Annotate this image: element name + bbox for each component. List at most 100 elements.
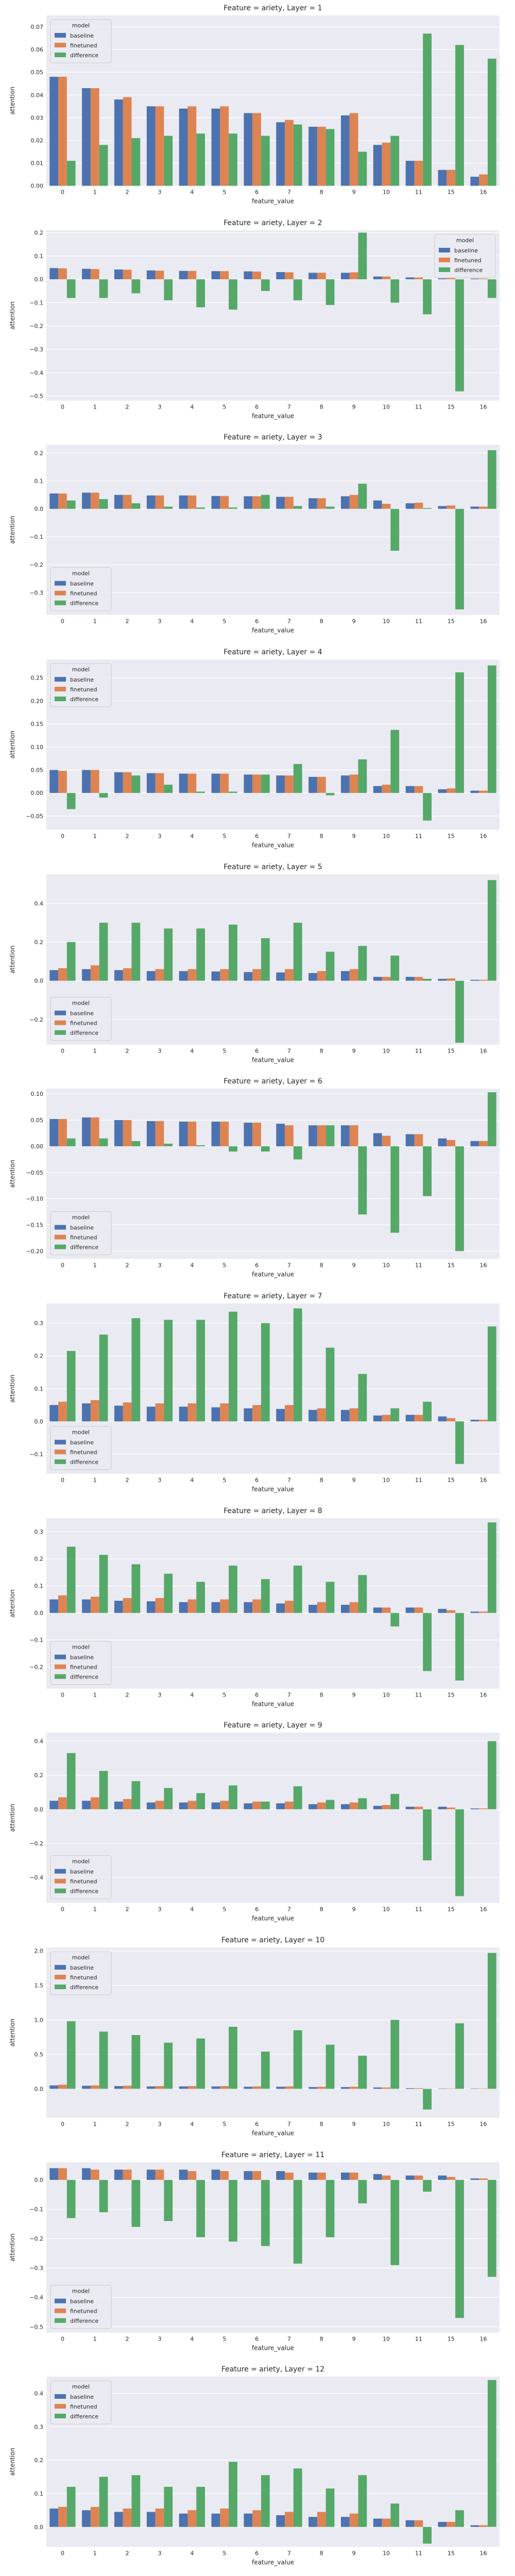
x-tick-label: 6 [255,2335,259,2342]
y-tick-label: −0.05 [26,813,43,820]
bar-baseline-16 [470,1419,479,1421]
y-axis-label: attention [9,1160,16,1188]
bar-baseline-8 [308,1604,317,1613]
x-tick-label: 1 [93,618,97,625]
bar-finetuned-4 [187,1599,197,1613]
bar-baseline-16 [470,1611,479,1613]
bar-baseline-2 [114,269,123,279]
x-tick-label: 3 [158,1691,162,1698]
bar-finetuned-7 [285,969,294,981]
bar-finetuned-2 [123,1598,132,1613]
x-tick-label: 8 [320,403,323,410]
bar-baseline-0 [49,1119,59,1147]
y-tick-label: 0.3 [35,1320,43,1327]
y-axis-label: attention [9,516,16,544]
legend-swatch-finetuned [438,257,450,262]
x-tick-label: 8 [320,189,323,196]
bar-difference-1 [99,922,108,981]
chart-panel: Feature = ariety, Layer = 7 −0.1 0.0 0.1 0.2… [9,1292,500,1493]
y-tick-label: 0.04 [31,92,43,98]
x-tick-label: 2 [126,833,129,840]
x-tick-label: 4 [190,618,194,625]
bar-baseline-5 [211,2169,220,2180]
x-tick-label: 5 [222,1477,226,1484]
bar-finetuned-4 [187,2086,197,2089]
bar-difference-2 [131,138,141,186]
bar-finetuned-8 [317,971,326,981]
bar-baseline-10 [373,145,382,186]
bar-baseline-6 [244,113,253,186]
x-axis-label: feature_value [252,1271,294,1278]
bar-baseline-1 [82,1403,91,1421]
bar-finetuned-5 [220,106,229,186]
bar-finetuned-5 [220,2509,229,2528]
x-tick-label: 10 [383,1906,390,1913]
y-tick-label: −0.2 [29,562,43,568]
y-tick-label: −0.1 [29,534,43,540]
legend-swatch-baseline [55,2394,66,2399]
legend-swatch-finetuned [55,2404,66,2409]
bar-finetuned-16 [479,2525,488,2528]
y-tick-label: 0.15 [31,721,43,727]
x-tick-label: 2 [126,1906,129,1913]
legend-entry-finetuned: finetuned [70,2308,97,2314]
bar-difference-4 [196,133,205,186]
bar-difference-10 [390,279,400,303]
bar-baseline-1 [82,1117,91,1147]
bar-finetuned-5 [220,1599,229,1613]
bar-difference-6 [261,495,270,509]
bar-difference-11 [423,508,432,510]
chart-panel: Feature = ariety, Layer = 5 −0.2 0.0 0.2 0.4… [9,863,500,1063]
x-tick-label: 16 [480,1262,487,1269]
x-tick-label: 3 [158,1262,162,1269]
bar-baseline-7 [276,497,285,510]
bar-finetuned-1 [90,1400,99,1421]
bar-baseline-3 [146,2169,156,2180]
bar-difference-8 [325,793,335,795]
legend-box [50,1211,112,1256]
bar-baseline-9 [340,775,350,793]
bar-difference-4 [196,507,205,510]
bar-difference-15 [455,1146,464,1251]
x-tick-label: 3 [158,2550,162,2557]
x-tick-label: 9 [352,1262,356,1269]
y-tick-label: 0.4 [35,900,43,907]
bar-baseline-9 [340,2517,350,2528]
y-tick-label: 0.00 [31,1143,43,1150]
x-tick-label: 6 [255,189,259,196]
bar-baseline-10 [373,1415,382,1421]
x-tick-label: 2 [126,1477,129,1484]
bar-finetuned-2 [123,2169,132,2180]
bar-difference-5 [229,279,237,310]
chart-panel: Feature = ariety, Layer = 9 −0.4 −0.2 0.0 0.… [9,1721,500,1922]
bar-difference-5 [229,1146,237,1152]
bar-difference-1 [99,2179,108,2212]
legend-entry-finetuned: finetuned [70,1974,97,1981]
bar-difference-8 [325,951,335,981]
chart-panel: Feature = ariety, Layer = 11 −0.5 −0.4 −0.3… [9,2151,500,2351]
y-axis-label: attention [9,1589,16,1618]
bar-difference-4 [196,1145,205,1147]
bar-baseline-7 [276,2515,285,2528]
bar-finetuned-2 [123,1402,132,1421]
bar-difference-3 [164,1319,173,1421]
bar-finetuned-9 [349,495,358,509]
bar-difference-5 [229,507,237,510]
legend-entry-difference: difference [70,2413,98,2420]
bar-finetuned-15 [447,2177,456,2180]
bar-baseline-16 [470,278,479,279]
x-tick-label: 1 [93,2335,97,2342]
bar-finetuned-10 [382,1136,391,1147]
bar-baseline-11 [405,277,415,279]
bar-baseline-2 [114,1405,123,1421]
legend-swatch-finetuned [55,1974,66,1979]
bar-baseline-1 [82,969,91,981]
legend: model baseline finetuned difference [50,996,112,1041]
bar-finetuned-3 [155,270,164,279]
bar-difference-4 [196,1319,205,1421]
x-tick-label: 9 [352,1906,356,1913]
bar-difference-9 [358,1798,367,1810]
legend-swatch-finetuned [55,686,66,691]
bar-difference-8 [325,2179,335,2238]
bar-baseline-1 [82,493,91,510]
